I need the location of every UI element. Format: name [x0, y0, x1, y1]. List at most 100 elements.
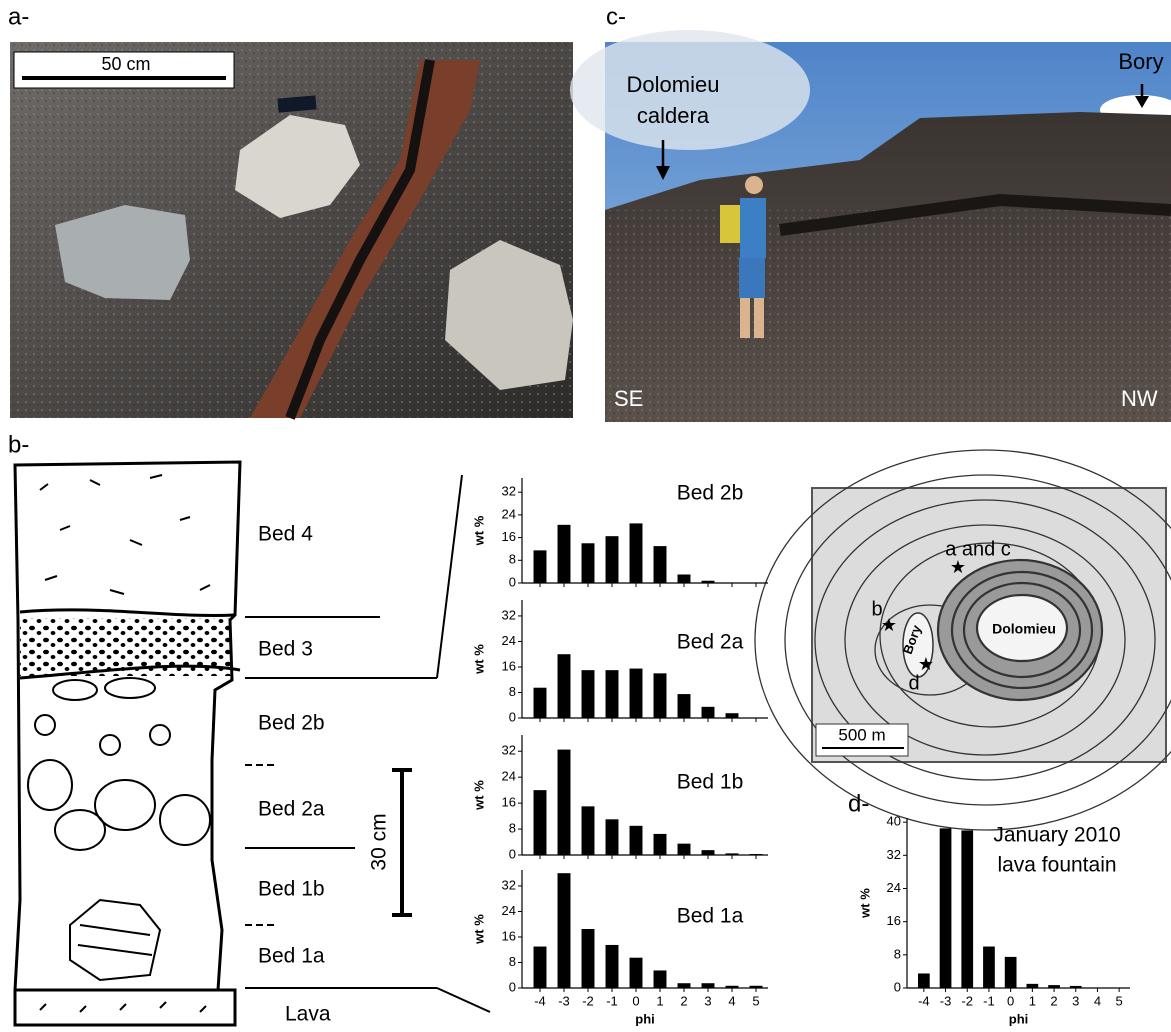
y-tick-label: 0 [894, 979, 901, 994]
y-tick-label: 0 [509, 574, 516, 589]
scale-label: 50 cm [101, 54, 150, 74]
bar [677, 574, 691, 583]
bar [725, 713, 739, 718]
bar [939, 828, 952, 988]
bar [533, 790, 547, 855]
x-tick-label: 0 [1007, 993, 1014, 1008]
map-label: Dolomieu [992, 621, 1056, 637]
y-axis-label: wt % [857, 888, 872, 919]
panel-label: b- [8, 431, 29, 458]
bar [581, 543, 595, 583]
bar [653, 673, 667, 718]
bar [533, 550, 547, 583]
y-tick-label: 16 [502, 928, 516, 943]
x-tick-label: -3 [940, 993, 952, 1008]
x-tick-label: -2 [582, 993, 594, 1008]
bar [701, 706, 715, 718]
bar [961, 830, 974, 988]
chart-title: lava fountain [997, 854, 1116, 877]
x-axis-label: phi [635, 1011, 655, 1026]
y-tick-label: 32 [502, 607, 516, 622]
y-tick-label: 8 [509, 684, 516, 699]
map-label: a and c [945, 538, 1011, 560]
svg-text:★: ★ [918, 654, 934, 674]
bed-label: Bed 2b [258, 712, 325, 735]
bar [1004, 956, 1017, 988]
photo-annotation: NW [1121, 386, 1158, 411]
bar [605, 536, 619, 583]
y-tick-label: 24 [502, 903, 516, 918]
bar [701, 983, 715, 988]
x-tick-label: -4 [918, 993, 930, 1008]
bed-label: Bed 3 [258, 638, 313, 661]
bed-label: Bed 1a [258, 945, 325, 968]
map-label: b [871, 598, 882, 620]
bar [917, 973, 930, 988]
x-tick-label: 0 [632, 993, 639, 1008]
photo-annotation: Dolomieu [627, 72, 720, 97]
bar [749, 985, 763, 988]
bar [725, 985, 739, 988]
y-axis-label: wt % [471, 914, 486, 945]
y-tick-label: 32 [502, 743, 516, 758]
bed-label: Bed 1b [258, 878, 325, 901]
x-tick-label: 2 [680, 993, 687, 1008]
x-tick-label: 3 [1072, 993, 1079, 1008]
y-tick-label: 0 [509, 709, 516, 724]
bar [653, 970, 667, 988]
y-tick-label: 24 [502, 506, 516, 521]
bar [677, 843, 691, 855]
y-tick-label: 8 [509, 954, 516, 969]
panel-label: d- [848, 790, 869, 817]
bar [677, 694, 691, 718]
bar [677, 983, 691, 988]
bar [701, 850, 715, 855]
y-tick-label: 24 [502, 769, 516, 784]
svg-text:★: ★ [950, 557, 966, 577]
bar [701, 580, 715, 583]
stratigraphic-column [13, 460, 491, 1027]
svg-text:★: ★ [881, 615, 897, 635]
bed-label: Lava [285, 1003, 331, 1026]
y-axis-label: wt % [471, 780, 486, 811]
bar [605, 670, 619, 718]
bar [557, 524, 571, 583]
y-tick-label: 32 [887, 847, 901, 862]
photo-annotation: caldera [637, 103, 710, 128]
photo-c [570, 30, 1171, 422]
y-axis-label: wt % [471, 644, 486, 675]
bar [605, 819, 619, 855]
bed-label: Bed 4 [258, 523, 313, 546]
y-axis-label: wt % [471, 515, 486, 546]
y-tick-label: 16 [502, 658, 516, 673]
bar [605, 944, 619, 988]
bar [629, 668, 643, 718]
bar [581, 806, 595, 855]
bar [557, 873, 571, 988]
bar [581, 929, 595, 988]
bar [725, 853, 739, 855]
chart-title: Bed 1b [677, 771, 744, 794]
y-tick-label: 8 [509, 820, 516, 835]
bar [557, 749, 571, 855]
bar [533, 946, 547, 988]
x-tick-label: 2 [1050, 993, 1057, 1008]
x-tick-label: -1 [983, 993, 995, 1008]
photo-annotation: Bory [1118, 49, 1163, 74]
scale-label: 30 cm [368, 813, 391, 870]
map-label: d [908, 672, 919, 694]
y-tick-label: 0 [509, 979, 516, 994]
x-tick-label: 3 [704, 993, 711, 1008]
x-tick-label: -1 [606, 993, 618, 1008]
x-tick-label: -4 [534, 993, 546, 1008]
panel-label: c- [606, 3, 626, 30]
bar [629, 825, 643, 855]
bar [983, 946, 995, 988]
bar [557, 654, 571, 718]
chart-title: Bed 2b [677, 482, 744, 505]
map: ★ ★ ★ [754, 449, 1171, 831]
panel-label: a- [8, 3, 29, 30]
x-tick-label: -3 [558, 993, 570, 1008]
chart-title: January 2010 [993, 824, 1120, 847]
